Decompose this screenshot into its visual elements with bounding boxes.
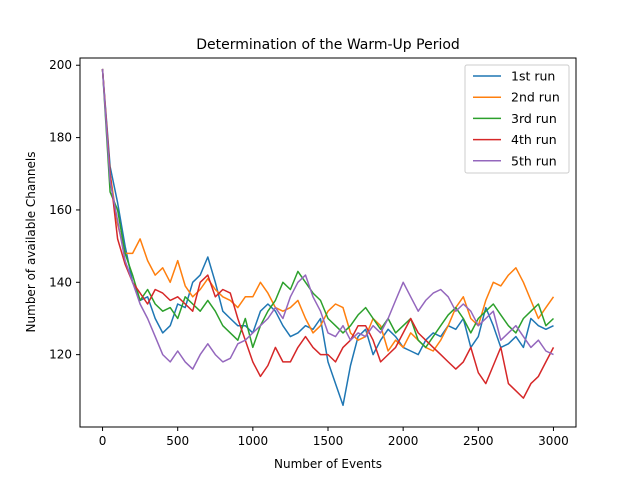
x-tick-label: 500 — [166, 434, 189, 448]
y-tick-label: 180 — [49, 131, 72, 145]
x-tick-label: 1000 — [238, 434, 269, 448]
series-line-1 — [101, 68, 554, 407]
x-tick-label: 2000 — [388, 434, 419, 448]
chart-title: Determination of the Warm-Up Period — [196, 37, 460, 53]
x-tick-label: 0 — [99, 434, 107, 448]
legend-label-4: 4th run — [511, 132, 557, 147]
y-tick-label: 120 — [49, 348, 72, 362]
y-tick-label: 160 — [49, 203, 72, 217]
legend-label-3: 3rd run — [511, 111, 557, 126]
legend: 1st run 2nd run 3rd run 4th run 5th run — [464, 64, 570, 174]
x-tick-label: 3000 — [538, 434, 569, 448]
series-line-5 — [101, 68, 554, 370]
y-tick-label: 140 — [49, 275, 72, 289]
y-tick-label: 200 — [49, 58, 72, 72]
series-line-4 — [101, 68, 555, 399]
legend-label-2: 2nd run — [511, 90, 560, 105]
x-axis-label: Number of Events — [274, 457, 382, 471]
legend-label-1: 1st run — [511, 69, 555, 84]
ticks-layer: 0 500 1000 1500 2000 2500 3000 120 140 160 180 200 — [49, 58, 569, 448]
series-layer — [101, 68, 555, 407]
y-axis-label: Number of available Channels — [24, 152, 38, 333]
legend-label-5: 5th run — [511, 153, 557, 168]
series-line-3 — [101, 68, 555, 349]
x-tick-label: 2500 — [463, 434, 494, 448]
x-tick-label: 1500 — [313, 434, 344, 448]
legend-frame — [464, 64, 570, 174]
